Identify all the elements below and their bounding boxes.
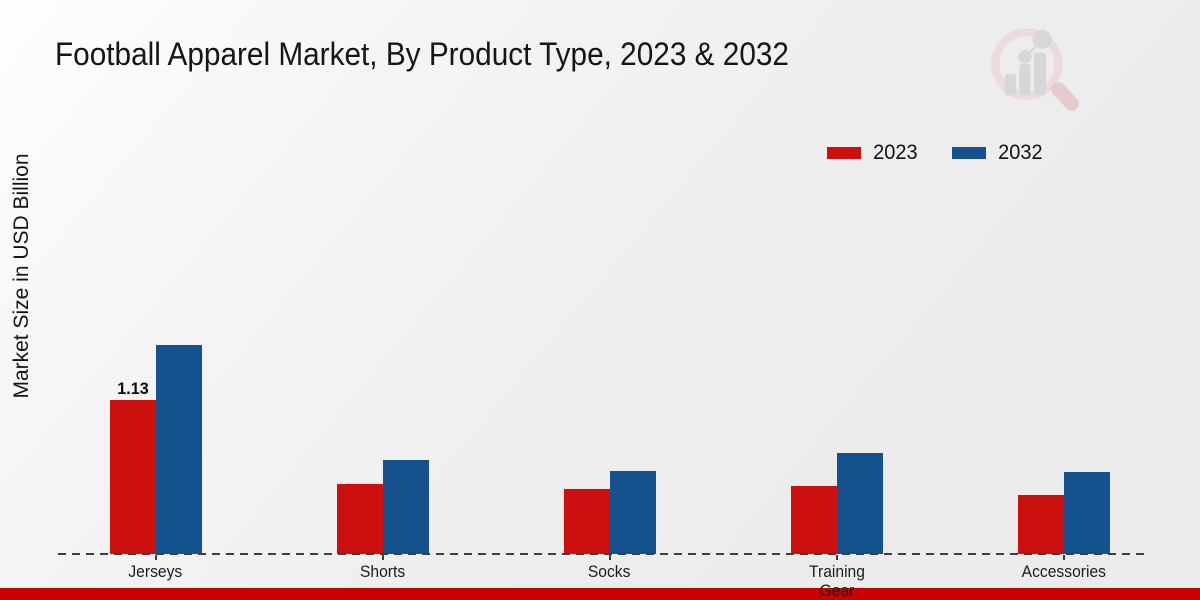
bar-group-training-gear [790, 453, 883, 554]
bar-2023-jerseys: 1.13 [109, 379, 156, 554]
magnifier-bar-chart-logo-icon [991, 28, 1079, 111]
plot-area: 1.13 [42, 329, 1177, 554]
legend: 2023 2032 [826, 141, 1044, 165]
legend-label-2032: 2032 [998, 141, 1043, 164]
category-label-socks: Socks [588, 562, 631, 581]
bar-2032-training-gear [836, 453, 883, 554]
category-tick [835, 555, 838, 560]
bar-group-accessories [1017, 472, 1110, 554]
chart-title: Football Apparel Market, By Product Type… [55, 36, 789, 72]
category-tick [608, 555, 611, 560]
bar-value-label: 1.13 [116, 379, 149, 398]
bar-group-socks [563, 471, 656, 554]
bar-group-shorts [336, 460, 429, 554]
category-tick [154, 555, 157, 560]
bar-2032-jerseys [155, 345, 202, 554]
category-label-training-gear: Training Gear [808, 562, 865, 600]
bar-2023-socks [563, 489, 610, 554]
bar-2032-shorts [382, 460, 429, 554]
legend-item-2032: 2032 [952, 141, 1044, 165]
legend-label-2023: 2023 [872, 141, 918, 164]
legend-item-2023: 2023 [826, 141, 919, 165]
legend-swatch-2032-icon [952, 147, 987, 159]
bar-2023-accessories [1017, 495, 1064, 554]
category-tick [381, 555, 384, 560]
y-axis-label: Market Size in USD Billion [10, 153, 33, 399]
bar-2023-shorts [336, 484, 383, 554]
bar-2032-socks [609, 471, 656, 554]
footer-red-strip [0, 588, 1200, 600]
bar-2023-training-gear [790, 486, 837, 554]
legend-swatch-2023-icon [826, 147, 861, 159]
category-label-shorts: Shorts [359, 562, 406, 581]
category-tick [1062, 555, 1065, 560]
category-label-jerseys: Jerseys [128, 562, 183, 581]
bar-group-jerseys: 1.13 [109, 345, 202, 554]
x-axis-dashed-line [58, 553, 1145, 555]
bar-2032-accessories [1063, 472, 1110, 554]
category-label-accessories: Accessories [1021, 562, 1106, 581]
